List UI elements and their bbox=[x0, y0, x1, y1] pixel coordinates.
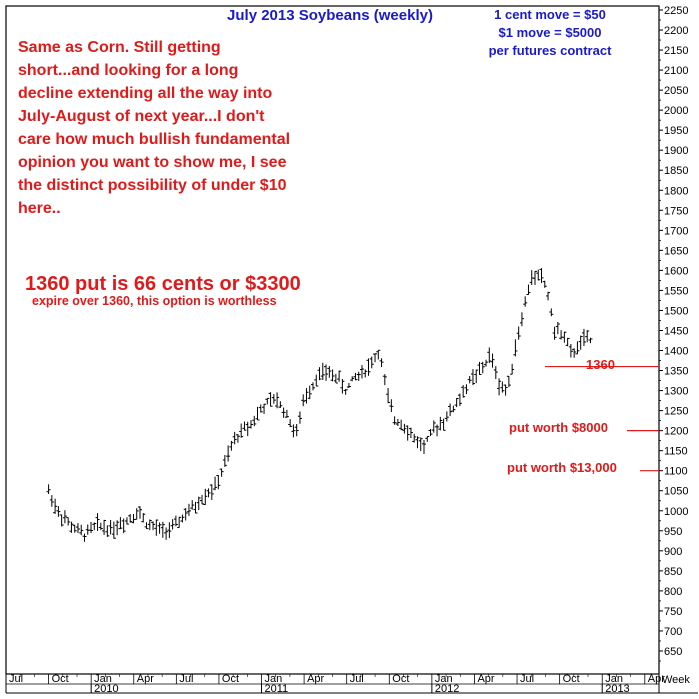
y-tick-label: 1400 bbox=[664, 346, 688, 358]
y-tick-label: 1300 bbox=[664, 386, 688, 398]
info-line-cent: 1 cent move = $50 bbox=[494, 7, 606, 22]
x-tick-label: Jul bbox=[350, 673, 364, 685]
y-tick-label: 1600 bbox=[664, 265, 688, 277]
y-tick-label: 1900 bbox=[664, 145, 688, 157]
y-tick-label: 1550 bbox=[664, 285, 688, 297]
x-tick-label: Jul bbox=[520, 673, 534, 685]
level-label-put-8000: put worth $8000 bbox=[509, 420, 608, 435]
chart-title: July 2013 Soybeans (weekly) bbox=[227, 7, 433, 24]
y-tick-label: 2000 bbox=[664, 105, 688, 117]
y-tick-label: 900 bbox=[664, 546, 682, 558]
y-tick-label: 2200 bbox=[664, 25, 688, 37]
year-label: 2012 bbox=[435, 683, 459, 695]
y-tick-label: 1450 bbox=[664, 325, 688, 337]
y-tick-label: 850 bbox=[664, 566, 682, 578]
y-tick-label: 1350 bbox=[664, 366, 688, 378]
x-tick-label: Jan bbox=[605, 673, 623, 685]
y-tick-label: 2250 bbox=[664, 5, 688, 17]
x-tick-label: Jan bbox=[94, 673, 112, 685]
y-tick-label: 1950 bbox=[664, 125, 688, 137]
put-headline: 1360 put is 66 cents or $3300 bbox=[25, 273, 301, 295]
y-tick-label: 1750 bbox=[664, 205, 688, 217]
y-tick-label: 1200 bbox=[664, 426, 688, 438]
level-label-1360: 1360 bbox=[586, 357, 615, 372]
x-tick-label: Apr bbox=[648, 673, 665, 685]
x-tick-label: Apr bbox=[307, 673, 324, 685]
y-tick-label: 1100 bbox=[664, 466, 688, 478]
year-label: 2013 bbox=[605, 683, 629, 695]
x-tick-label: Oct bbox=[392, 673, 409, 685]
y-tick-label: 1050 bbox=[664, 486, 688, 498]
y-tick-label: 950 bbox=[664, 526, 682, 538]
x-tick-label: Apr bbox=[477, 673, 494, 685]
y-tick-label: 2050 bbox=[664, 85, 688, 97]
y-axis-label: Week bbox=[662, 674, 690, 686]
y-tick-label: 1700 bbox=[664, 225, 688, 237]
y-tick-label: 1850 bbox=[664, 165, 688, 177]
x-tick-label: Oct bbox=[52, 673, 69, 685]
x-tick-label: Apr bbox=[137, 673, 154, 685]
y-tick-label: 1000 bbox=[664, 506, 688, 518]
x-tick-label: Jan bbox=[435, 673, 453, 685]
y-tick-label: 800 bbox=[664, 586, 682, 598]
info-line-dollar: $1 move = $5000 bbox=[498, 25, 602, 40]
info-line-contract: per futures contract bbox=[488, 43, 612, 58]
x-tick-label: Oct bbox=[222, 673, 239, 685]
x-tick-label: Jan bbox=[265, 673, 283, 685]
x-tick-label: Oct bbox=[563, 673, 580, 685]
x-tick-label: Jul bbox=[179, 673, 193, 685]
y-tick-label: 2100 bbox=[664, 65, 688, 77]
level-label-put-13000: put worth $13,000 bbox=[507, 460, 617, 475]
y-tick-label: 1250 bbox=[664, 406, 688, 418]
y-tick-label: 2150 bbox=[664, 45, 688, 57]
contract-info: 1 cent move = $50 $1 move = $5000 per fu… bbox=[460, 6, 640, 60]
put-subline: expire over 1360, this option is worthle… bbox=[32, 294, 277, 308]
analyst-comment: Same as Corn. Still getting short...and … bbox=[18, 39, 291, 217]
y-tick-label: 750 bbox=[664, 606, 682, 618]
x-tick-label: Jul bbox=[9, 673, 23, 685]
y-tick-label: 700 bbox=[664, 626, 682, 638]
y-tick-label: 1650 bbox=[664, 245, 688, 257]
y-tick-label: 1150 bbox=[664, 446, 688, 458]
year-label: 2011 bbox=[265, 683, 289, 695]
year-label: 2010 bbox=[94, 683, 118, 695]
y-tick-label: 650 bbox=[664, 646, 682, 658]
y-tick-label: 1500 bbox=[664, 305, 688, 317]
y-tick-label: 1800 bbox=[664, 185, 688, 197]
